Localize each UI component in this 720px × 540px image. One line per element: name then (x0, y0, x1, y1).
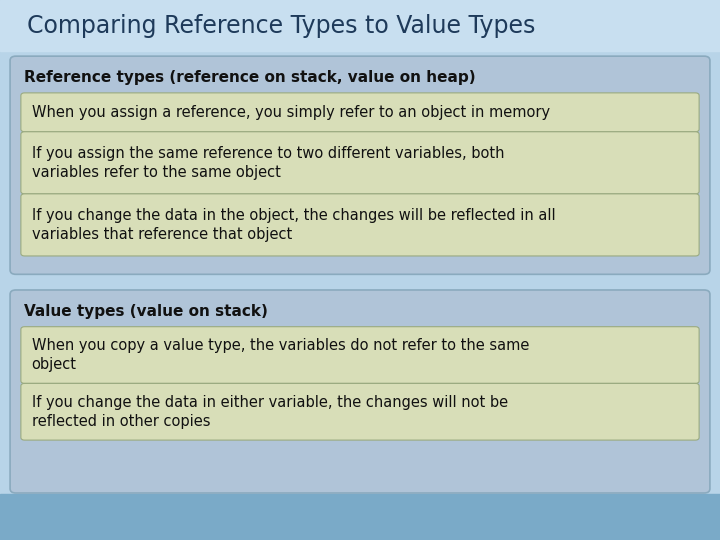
Text: When you copy a value type, the variables do not refer to the same
object: When you copy a value type, the variable… (32, 338, 529, 372)
FancyBboxPatch shape (10, 290, 710, 493)
Text: Reference types (reference on stack, value on heap): Reference types (reference on stack, val… (24, 70, 476, 85)
FancyBboxPatch shape (21, 383, 699, 440)
FancyBboxPatch shape (21, 132, 699, 194)
Text: If you change the data in the object, the changes will be reflected in all
varia: If you change the data in the object, th… (32, 208, 555, 242)
Bar (0, 494, 720, 540)
FancyBboxPatch shape (10, 56, 710, 274)
FancyBboxPatch shape (21, 194, 699, 256)
Text: Value types (value on stack): Value types (value on stack) (24, 304, 269, 319)
Text: If you change the data in either variable, the changes will not be
reflected in : If you change the data in either variabl… (32, 395, 508, 429)
Text: Comparing Reference Types to Value Types: Comparing Reference Types to Value Types (27, 14, 536, 38)
Text: If you assign the same reference to two different variables, both
variables refe: If you assign the same reference to two … (32, 146, 504, 180)
FancyBboxPatch shape (21, 93, 699, 132)
Bar (0, 0, 720, 51)
Text: When you assign a reference, you simply refer to an object in memory: When you assign a reference, you simply … (32, 105, 550, 120)
FancyBboxPatch shape (21, 327, 699, 383)
